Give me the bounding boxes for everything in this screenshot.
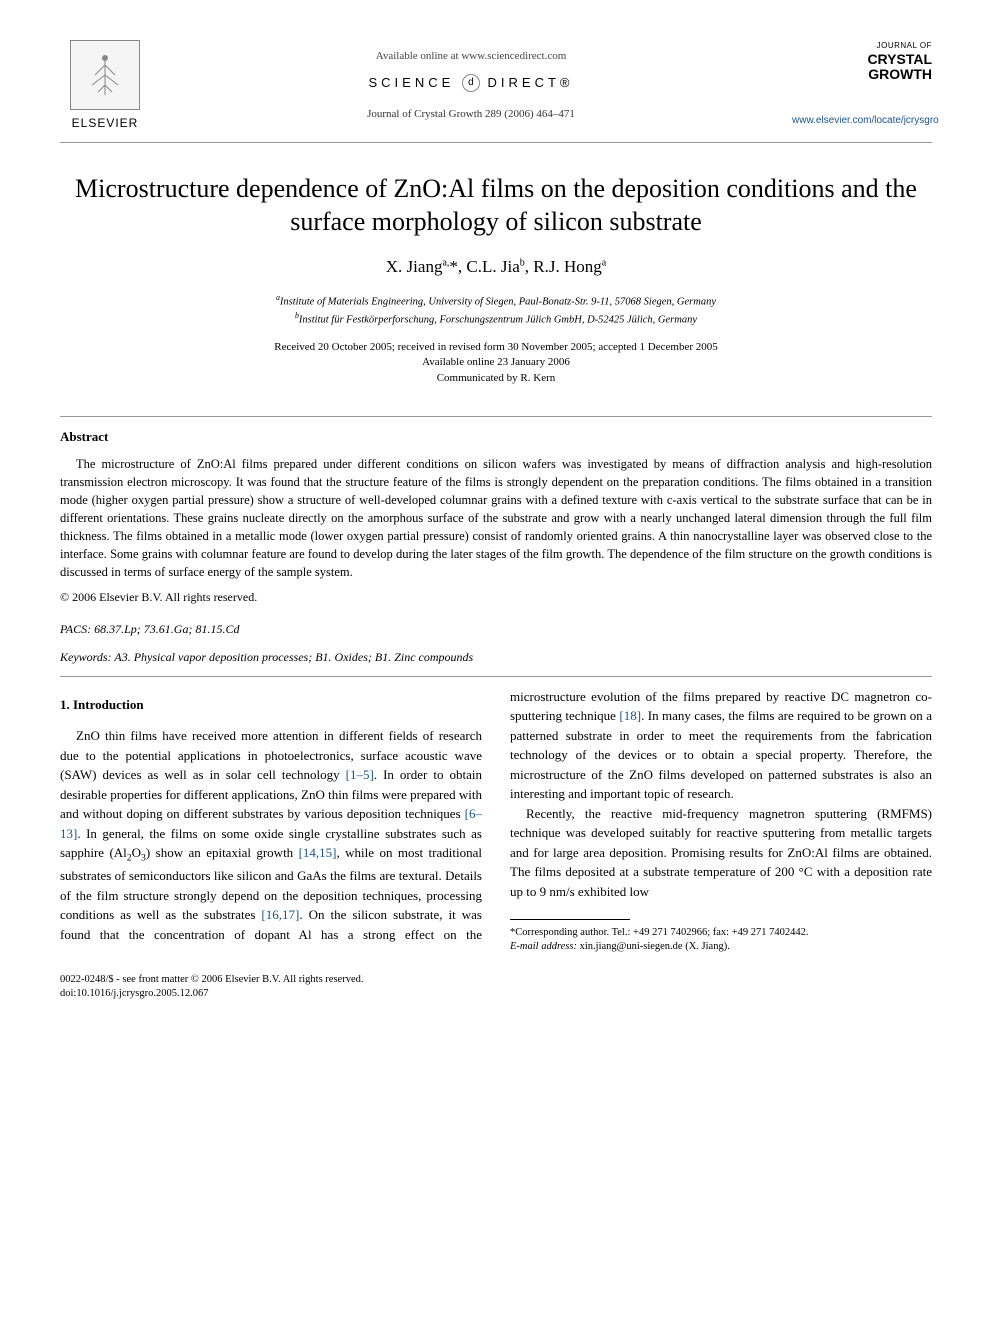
corresponding-email: E-mail address: xin.jiang@uni-siegen.de … [510,940,932,954]
sd-text-1: SCIENCE [368,75,454,90]
dates-line1: Received 20 October 2005; received in re… [60,340,932,355]
publication-dates: Received 20 October 2005; received in re… [60,340,932,386]
elsevier-logo: ELSEVIER [60,40,150,132]
journal-reference: Journal of Crystal Growth 289 (2006) 464… [150,106,792,123]
footnote-separator [510,919,630,920]
intro-para-2: Recently, the reactive mid-frequency mag… [510,804,932,902]
keywords-label: Keywords: [60,650,112,664]
page-header: ELSEVIER Available online at www.science… [60,40,932,132]
section-1-heading: 1. Introduction [60,695,482,715]
affiliation-b: bInstitut für Festkörperforschung, Forsc… [60,310,932,328]
journal-name-line1: CRYSTAL [792,52,932,67]
affiliations: aInstitute of Materials Engineering, Uni… [60,292,932,329]
journal-name-line2: GROWTH [792,67,932,82]
corresponding-author: *Corresponding author. Tel.: +49 271 740… [510,926,932,940]
center-header: Available online at www.sciencedirect.co… [150,40,792,127]
ref-link-1-5[interactable]: [1–5] [346,767,374,782]
pacs-values: 68.37.Lp; 73.61.Ga; 81.15.Cd [94,622,239,636]
journal-logo: JOURNAL OF CRYSTAL GROWTH www.elsevier.c… [792,40,932,128]
header-divider [60,142,932,143]
available-online-text: Available online at www.sciencedirect.co… [150,48,792,65]
dates-line3: Communicated by R. Kern [60,371,932,386]
doi: doi:10.1016/j.jcrysgro.2005.12.067 [60,987,932,1001]
front-matter: 0022-0248/$ - see front matter © 2006 El… [60,973,932,987]
article-title: Microstructure dependence of ZnO:Al film… [60,173,932,238]
affiliation-a: aInstitute of Materials Engineering, Uni… [60,292,932,310]
pacs-label: PACS: [60,622,91,636]
dates-line2: Available online 23 January 2006 [60,355,932,370]
elsevier-tree-icon [70,40,140,110]
pacs: PACS: 68.37.Lp; 73.61.Ga; 81.15.Cd [60,620,932,638]
journal-url[interactable]: www.elsevier.com/locate/jcrysgro [792,113,932,128]
sd-at-icon: d [462,74,480,92]
authors: X. Jianga,*, C.L. Jiab, R.J. Honga [60,254,932,280]
abstract-text: The microstructure of ZnO:Al films prepa… [60,455,932,582]
elsevier-label: ELSEVIER [72,114,139,132]
abstract-top-rule [60,416,932,417]
ref-link-18[interactable]: [18] [619,708,641,723]
sciencedirect-logo: SCIENCE d DIRECT® [150,73,792,93]
keywords-values: A3. Physical vapor deposition processes;… [114,650,473,664]
body-text: 1. Introduction ZnO thin films have rece… [60,687,932,954]
abstract-bottom-rule [60,676,932,677]
footnote-block: *Corresponding author. Tel.: +49 271 740… [510,919,932,953]
abstract-copyright: © 2006 Elsevier B.V. All rights reserved… [60,588,932,606]
ref-link-14-15[interactable]: [14,15] [299,845,337,860]
keywords: Keywords: A3. Physical vapor deposition … [60,648,932,666]
sd-text-2: DIRECT® [488,75,574,90]
ref-link-16-17[interactable]: [16,17] [261,907,299,922]
footer-info: 0022-0248/$ - see front matter © 2006 El… [60,973,932,1000]
abstract-heading: Abstract [60,427,932,447]
